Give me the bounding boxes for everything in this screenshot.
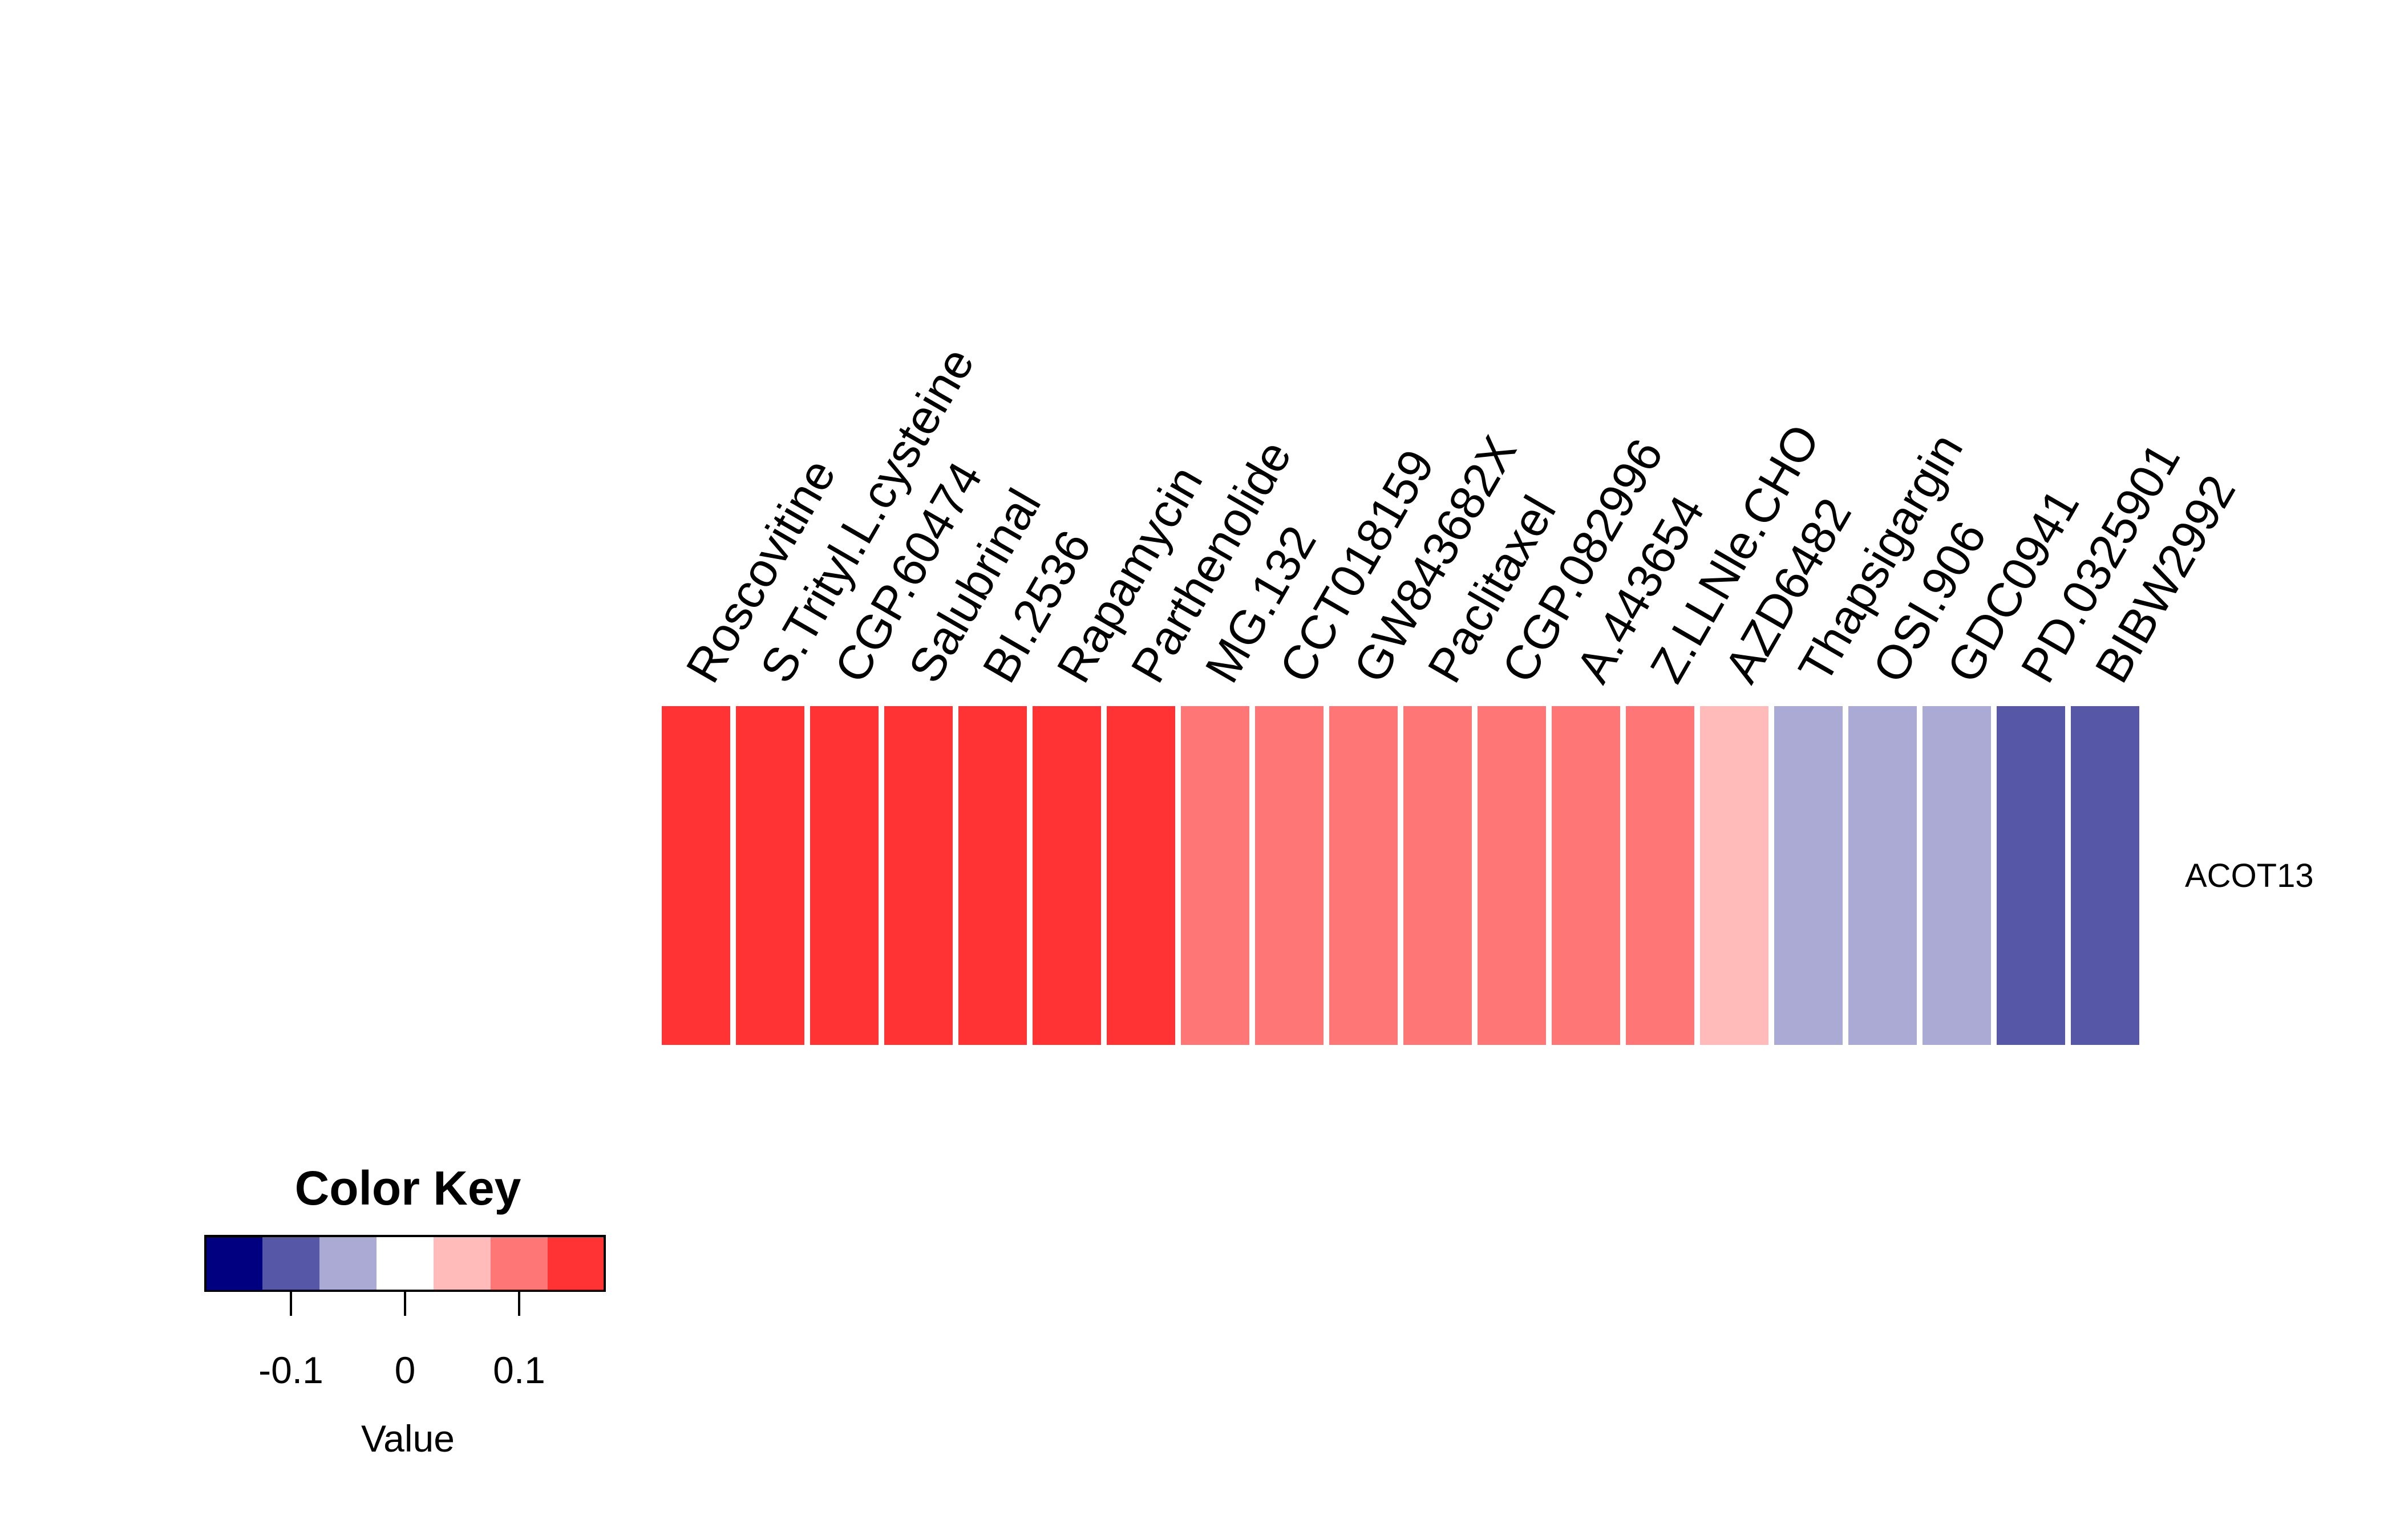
color-key-ticks: -0.1 0 0.1 (258, 1291, 545, 1391)
column-labels: RoscovitineS.Trityl.L.cysteineCGP.60474S… (675, 339, 2245, 691)
heatmap-cell-parthenolide (1107, 706, 1175, 1045)
heatmap-cell-thapsigargin (1774, 706, 1843, 1045)
color-key-tick-label: 0 (395, 1349, 416, 1391)
heatmap-cell-osi-906 (1848, 706, 1917, 1045)
color-key-swatch-3 (377, 1236, 434, 1291)
color-key-axis-label: Value (361, 1417, 455, 1460)
heatmap-cell-pd-0325901 (1997, 706, 2065, 1045)
color-key-swatch-1 (262, 1236, 320, 1291)
color-key-swatch-4 (434, 1236, 491, 1291)
heatmap-cell-roscovitine (662, 706, 730, 1045)
color-key-swatch-6 (548, 1236, 605, 1291)
heatmap-cell-cct018159 (1255, 706, 1324, 1045)
color-key-tick-label: -0.1 (258, 1349, 323, 1391)
color-key: Color Key -0.1 0 0.1 Value (204, 1161, 606, 1460)
heatmap-cell-mg-132 (1181, 706, 1249, 1045)
heatmap-cell-s-trityl-l-cysteine (736, 706, 804, 1045)
heatmap-cells (662, 706, 2139, 1045)
row-labels: ACOT13 (2185, 857, 2314, 894)
heatmap-cell-z-llnle-cho (1626, 706, 1694, 1045)
heatmap-cell-azd6482 (1700, 706, 1768, 1045)
color-key-swatch-0 (205, 1236, 263, 1291)
heatmap-cell-a-443654 (1552, 706, 1620, 1045)
color-key-swatch-5 (491, 1236, 548, 1291)
color-key-swatch-2 (319, 1236, 377, 1291)
row-label-acot13: ACOT13 (2185, 857, 2314, 894)
color-key-tick-label: 0.1 (493, 1349, 545, 1391)
color-key-swatches (205, 1236, 605, 1291)
heatmap-cell-bi-2536 (958, 706, 1027, 1045)
heatmap-cell-salubrinal (884, 706, 953, 1045)
heatmap-cell-paclitaxel (1403, 706, 1472, 1045)
heatmap-cell-gdc0941 (1923, 706, 1991, 1045)
heatmap-cell-cgp-082996 (1478, 706, 1546, 1045)
heatmap-cell-rapamycin (1033, 706, 1101, 1045)
color-key-title: Color Key (295, 1161, 521, 1215)
heatmap-cell-gw843682x (1329, 706, 1398, 1045)
heatmap-cell-cgp-60474 (810, 706, 879, 1045)
heatmap-cell-bibw2992 (2071, 706, 2139, 1045)
